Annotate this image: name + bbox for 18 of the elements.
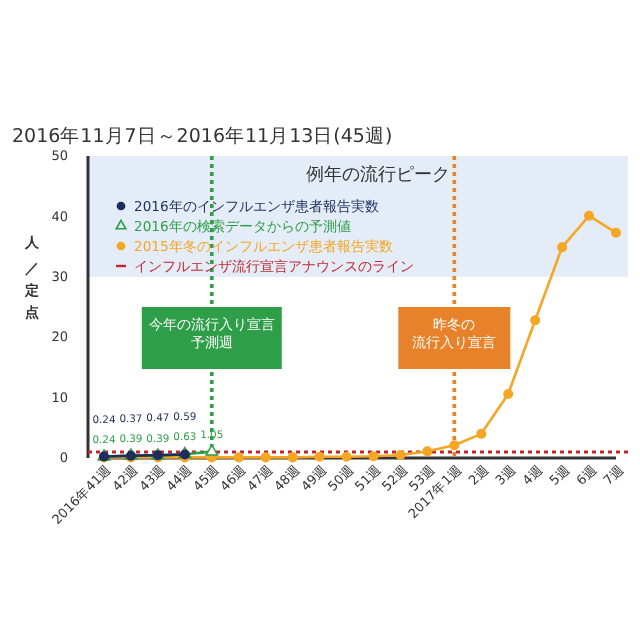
point [233,452,244,463]
point [503,388,514,399]
point [314,451,325,462]
point [205,444,219,456]
chart-title: 2016年11月7日～2016年11月13日(45週) [12,124,393,148]
point [368,451,379,462]
point [449,440,460,451]
point [610,227,622,238]
point [341,451,352,462]
point [476,428,487,439]
point [287,452,298,463]
band-label: 例年の流行ピーク [306,164,450,186]
point [260,452,271,463]
point [557,242,568,253]
point [584,210,595,221]
point [422,446,433,457]
point [530,315,541,326]
point [395,449,406,460]
